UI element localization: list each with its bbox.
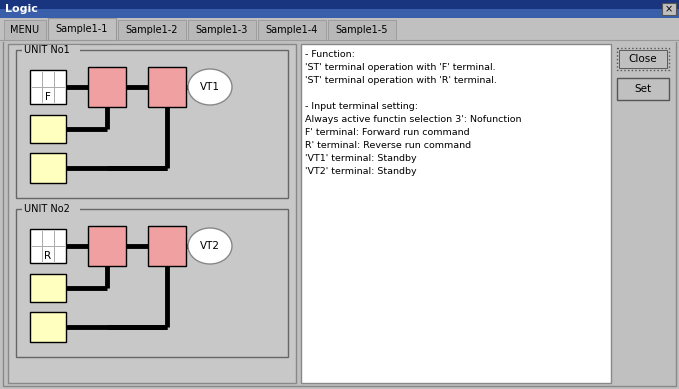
Text: Close: Close [629, 54, 657, 64]
Bar [30, 153, 66, 183]
Bar [617, 78, 669, 100]
Text: Sample1-5: Sample1-5 [335, 25, 388, 35]
Bar [619, 50, 667, 68]
Bar [30, 229, 66, 263]
Text: ×: × [665, 4, 673, 14]
Bar [3, 40, 676, 386]
Text: UNIT No2: UNIT No2 [24, 204, 70, 214]
Text: Sample1-2: Sample1-2 [126, 25, 179, 35]
Text: 'ST' terminal operation with 'R' terminal.: 'ST' terminal operation with 'R' termina… [305, 76, 497, 85]
Bar [30, 274, 66, 302]
Bar [617, 48, 669, 70]
Bar [4, 20, 46, 40]
Text: - Input terminal setting:: - Input terminal setting: [305, 102, 418, 111]
Ellipse shape [188, 228, 232, 264]
Bar [0, 18, 679, 42]
Bar [188, 20, 256, 40]
Text: R' terminal: Reverse run command: R' terminal: Reverse run command [305, 141, 471, 150]
Text: Logic: Logic [5, 4, 38, 14]
Bar [16, 50, 288, 198]
Bar [30, 312, 66, 342]
Text: VT1: VT1 [200, 82, 220, 92]
Text: Sample1-3: Sample1-3 [196, 25, 249, 35]
Text: MENU: MENU [10, 25, 39, 35]
Text: Sample1-1: Sample1-1 [56, 24, 108, 34]
Bar [148, 67, 186, 107]
Text: Set: Set [634, 84, 652, 94]
Bar [662, 3, 676, 15]
Bar [118, 20, 186, 40]
Bar [0, 0, 679, 18]
Bar [0, 0, 679, 9]
Ellipse shape [188, 69, 232, 105]
Text: Always active functin selection 3': Nofunction: Always active functin selection 3': Nofu… [305, 115, 521, 124]
Text: R: R [44, 251, 52, 261]
Bar [30, 115, 66, 143]
Text: 'VT1' terminal: Standby: 'VT1' terminal: Standby [305, 154, 417, 163]
Bar [16, 209, 288, 357]
Text: UNIT No1: UNIT No1 [24, 45, 70, 55]
Text: F: F [45, 92, 51, 102]
Bar [258, 20, 326, 40]
Bar [148, 226, 186, 266]
Bar [22, 45, 80, 55]
Text: 'VT2' terminal: Standby: 'VT2' terminal: Standby [305, 167, 417, 176]
Bar [30, 70, 66, 104]
Text: Sample1-4: Sample1-4 [265, 25, 318, 35]
Bar [328, 20, 396, 40]
Bar [301, 44, 611, 383]
Text: - Function:: - Function: [305, 50, 355, 59]
Text: F' terminal: Forward run command: F' terminal: Forward run command [305, 128, 470, 137]
Bar [22, 204, 80, 214]
Text: 'ST' terminal operation with 'F' terminal.: 'ST' terminal operation with 'F' termina… [305, 63, 496, 72]
Bar [88, 226, 126, 266]
Bar [8, 44, 296, 383]
Text: VT2: VT2 [200, 241, 220, 251]
Bar [88, 67, 126, 107]
Bar [48, 18, 116, 40]
